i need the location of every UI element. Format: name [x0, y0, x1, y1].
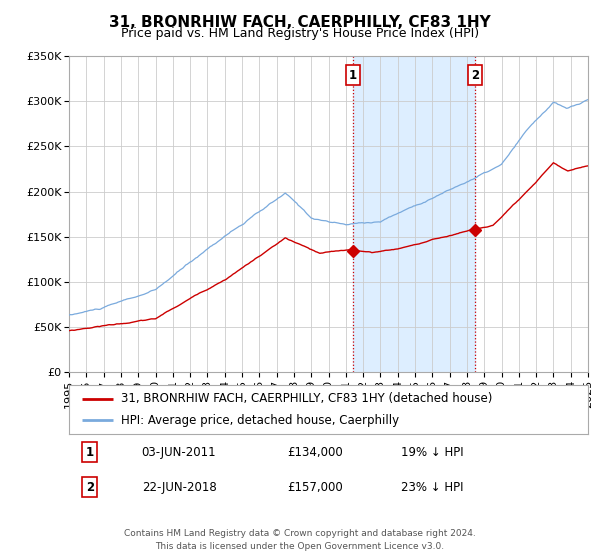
Text: 1: 1	[349, 69, 357, 82]
Text: 2: 2	[86, 480, 94, 494]
Text: 03-JUN-2011: 03-JUN-2011	[142, 446, 216, 459]
Text: HPI: Average price, detached house, Caerphilly: HPI: Average price, detached house, Caer…	[121, 414, 399, 427]
Text: £157,000: £157,000	[287, 480, 343, 494]
Text: 1: 1	[86, 446, 94, 459]
Text: 23% ↓ HPI: 23% ↓ HPI	[401, 480, 464, 494]
Text: £134,000: £134,000	[287, 446, 343, 459]
Text: 31, BRONRHIW FACH, CAERPHILLY, CF83 1HY (detached house): 31, BRONRHIW FACH, CAERPHILLY, CF83 1HY …	[121, 392, 492, 405]
Text: Contains HM Land Registry data © Crown copyright and database right 2024.: Contains HM Land Registry data © Crown c…	[124, 529, 476, 538]
Text: Price paid vs. HM Land Registry's House Price Index (HPI): Price paid vs. HM Land Registry's House …	[121, 27, 479, 40]
Text: 22-JUN-2018: 22-JUN-2018	[142, 480, 217, 494]
Text: This data is licensed under the Open Government Licence v3.0.: This data is licensed under the Open Gov…	[155, 542, 445, 551]
Text: 31, BRONRHIW FACH, CAERPHILLY, CF83 1HY: 31, BRONRHIW FACH, CAERPHILLY, CF83 1HY	[109, 15, 491, 30]
Text: 19% ↓ HPI: 19% ↓ HPI	[401, 446, 464, 459]
Bar	[353, 56, 475, 372]
Text: 2: 2	[471, 69, 479, 82]
